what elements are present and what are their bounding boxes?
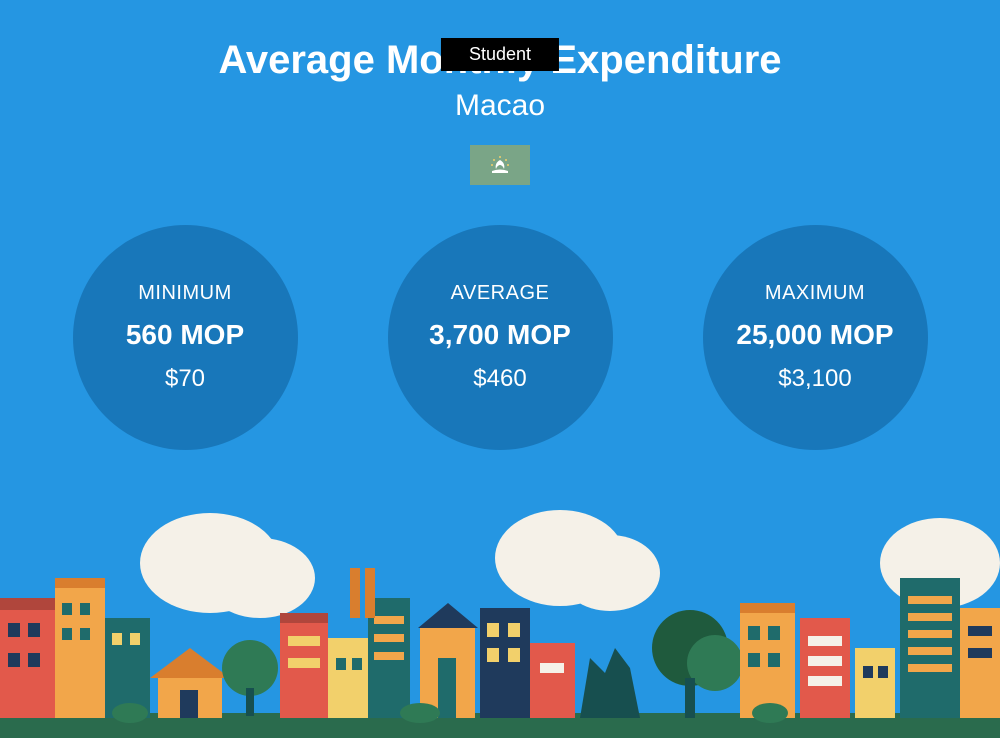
stat-label: MAXIMUM xyxy=(765,282,865,305)
stat-label: AVERAGE xyxy=(451,282,550,305)
stat-label: MINIMUM xyxy=(138,282,231,305)
stat-usd: $70 xyxy=(165,365,205,393)
cityscape-illustration xyxy=(0,508,1000,738)
stat-circle-average: AVERAGE 3,700 MOP $460 xyxy=(388,225,613,450)
location-subtitle: Macao xyxy=(0,89,1000,123)
stat-amount: 25,000 MOP xyxy=(736,319,893,351)
stats-row: MINIMUM 560 MOP $70 AVERAGE 3,700 MOP $4… xyxy=(0,225,1000,450)
macao-flag-icon xyxy=(470,145,530,185)
stat-usd: $460 xyxy=(473,365,526,393)
stat-circle-minimum: MINIMUM 560 MOP $70 xyxy=(73,225,298,450)
stat-amount: 560 MOP xyxy=(126,319,244,351)
badge-text: Student xyxy=(469,44,531,64)
category-badge: Student xyxy=(441,38,559,71)
stat-amount: 3,700 MOP xyxy=(429,319,571,351)
stat-circle-maximum: MAXIMUM 25,000 MOP $3,100 xyxy=(703,225,928,450)
stat-usd: $3,100 xyxy=(778,365,851,393)
